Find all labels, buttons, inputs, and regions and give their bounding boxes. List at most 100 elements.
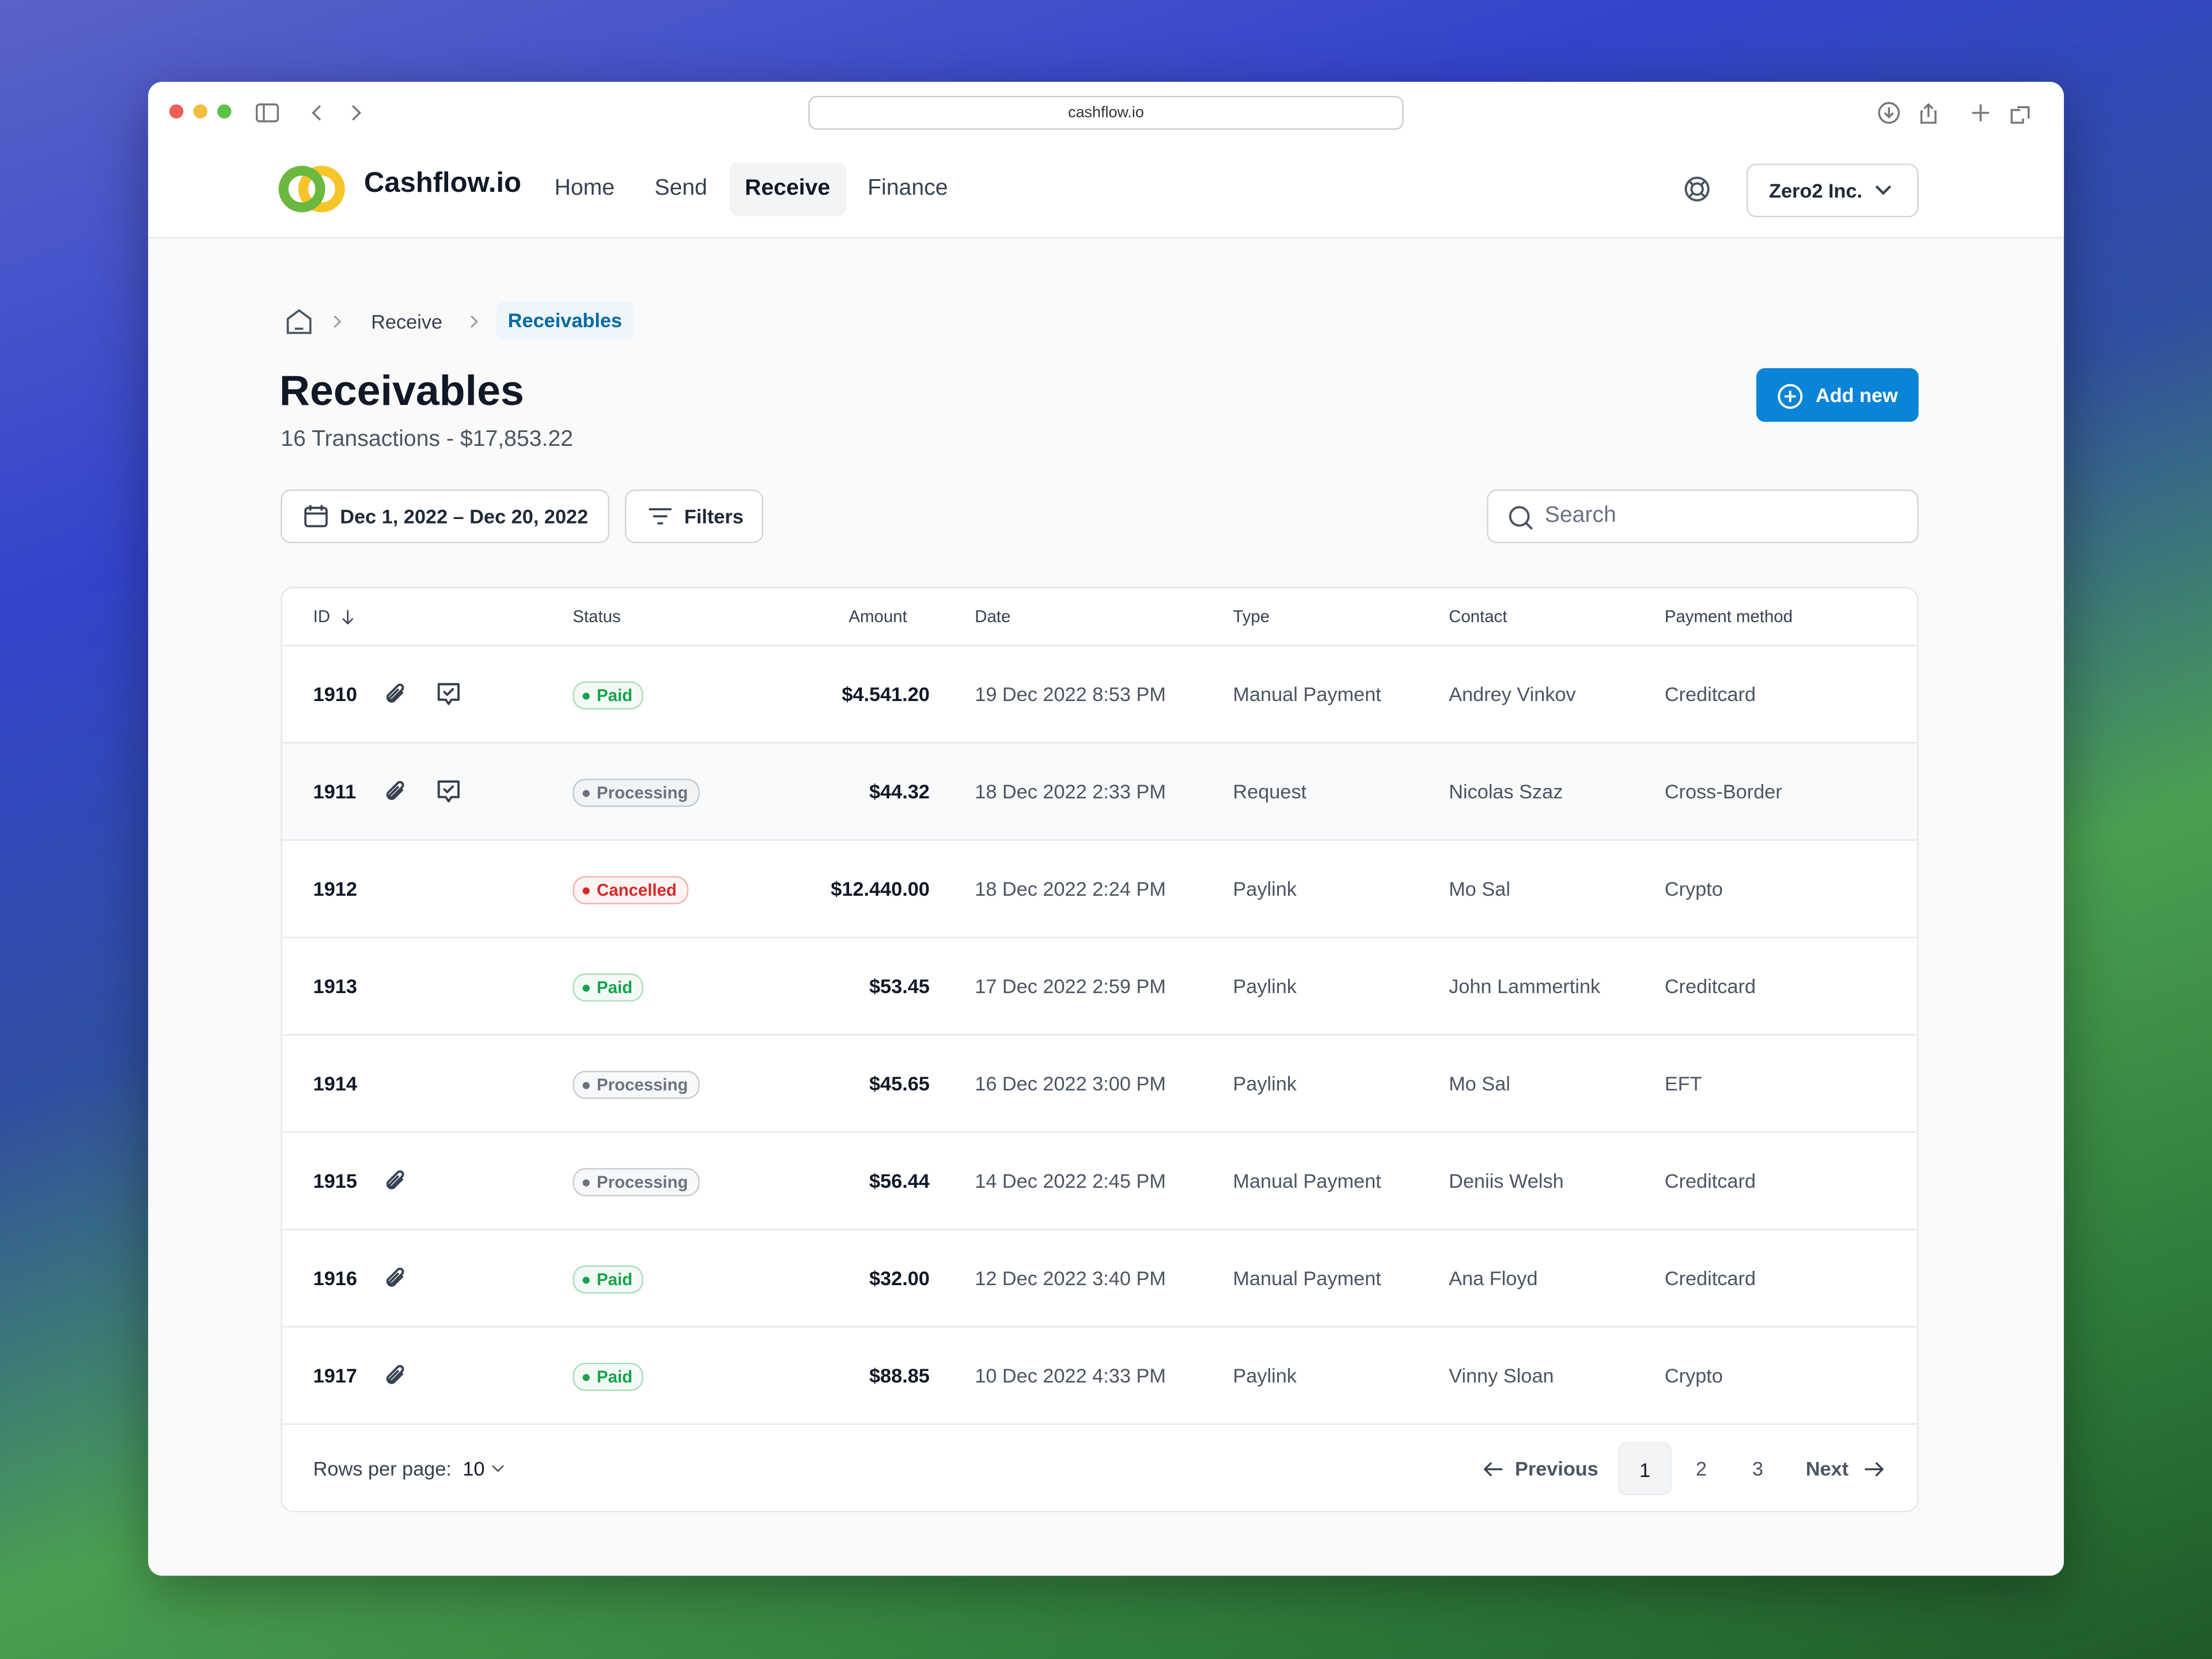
row-id: 1913 — [313, 975, 357, 998]
nav-link[interactable]: Finance — [868, 176, 948, 200]
previous-button[interactable]: Previous — [1514, 1457, 1599, 1480]
brand[interactable]: Cashflow.io — [363, 168, 521, 199]
page-subtitle: 16 Transactions - $17,853.22 — [281, 427, 573, 452]
org-switcher[interactable]: Zero2 Inc. — [1746, 164, 1919, 218]
status-label: Paid — [596, 1270, 632, 1290]
row-type: Manual Payment — [1233, 683, 1381, 706]
row-type: Paylink — [1233, 975, 1297, 998]
date-range-picker[interactable]: Dec 1, 2022 – Dec 20, 2022 — [281, 489, 609, 543]
url-bar[interactable]: cashflow.io — [808, 96, 1404, 130]
row-method: Creditcard — [1664, 683, 1756, 706]
comment-icon[interactable] — [434, 777, 463, 809]
toolbar-actions[interactable] — [1875, 100, 2044, 126]
table-row[interactable]: 1910 Paid $4.541.20 19 Dec 2022 8:53 PM Manu… — [282, 645, 1918, 742]
column-header: Contact — [1449, 607, 1508, 627]
status-label: Processing — [596, 783, 688, 803]
row-contact: Ana Floyd — [1449, 1267, 1538, 1290]
row-id: 1917 — [313, 1364, 357, 1387]
attachment-icon[interactable] — [381, 1361, 409, 1393]
table-row[interactable]: 1916 Paid $32.00 12 Dec 2022 3:40 PM Manual … — [282, 1229, 1918, 1326]
row-amount: $45.65 — [869, 1072, 930, 1095]
transactions-table: ID Status Amount Date Type Contact Payment met… — [281, 586, 1919, 1513]
table-row[interactable]: 1915 Processing $56.44 14 Dec 2022 2:45 PM M… — [282, 1131, 1918, 1229]
arrow-right[interactable] — [1862, 1457, 1887, 1487]
row-date: 17 Dec 2022 2:59 PM — [975, 975, 1166, 998]
row-id: 1912 — [313, 877, 357, 900]
nav-link[interactable]: Send — [654, 176, 707, 200]
comment-icon[interactable] — [434, 680, 463, 712]
attachment-icon[interactable] — [381, 1264, 409, 1296]
row-date: 18 Dec 2022 2:33 PM — [975, 780, 1166, 803]
button-label: Filters — [684, 505, 744, 528]
row-date: 18 Dec 2022 2:24 PM — [975, 877, 1166, 900]
nav-link[interactable]: Home — [554, 176, 615, 200]
attachment-icon[interactable] — [381, 777, 409, 809]
status-label: Cancelled — [596, 880, 677, 900]
table-row[interactable]: 1914 Processing $45.65 16 Dec 2022 3:00 PM P… — [282, 1034, 1918, 1131]
button-label: Add new — [1815, 384, 1898, 407]
row-contact: Deniis Welsh — [1449, 1169, 1564, 1192]
status-badge: Processing — [573, 1070, 699, 1099]
row-contact: Nicolas Szaz — [1449, 780, 1563, 803]
table-row[interactable]: 1917 Paid $88.85 10 Dec 2022 4:33 PM Paylink… — [282, 1326, 1918, 1423]
column-header: Payment method — [1664, 607, 1793, 627]
table-row[interactable]: 1911 Processing $44.32 18 Dec 2022 2:33 PM R… — [282, 742, 1918, 840]
status-badge: Paid — [573, 681, 644, 710]
page-button[interactable]: 2 — [1695, 1457, 1707, 1480]
row-contact: Mo Sal — [1449, 1072, 1510, 1095]
page-button[interactable]: 3 — [1752, 1457, 1763, 1480]
url: cashflow.io — [1068, 104, 1144, 122]
row-amount: $44.32 — [869, 780, 930, 803]
chevron-icon[interactable] — [490, 1460, 506, 1482]
row-method: Crypto — [1664, 877, 1723, 900]
add-new-button[interactable]: Add new — [1756, 368, 1919, 422]
top-nav: Cashflow.io Zero2 Inc. Home Send Receive Fi… — [148, 141, 2064, 238]
column-header: Date — [975, 607, 1011, 627]
row-id: 1916 — [313, 1267, 357, 1290]
home-icon[interactable] — [285, 308, 313, 336]
status-label: Paid — [596, 1367, 632, 1387]
column-header[interactable]: ID — [313, 607, 331, 627]
row-method: Crypto — [1664, 1364, 1723, 1387]
sort-icon[interactable] — [339, 608, 357, 631]
attachment-icon[interactable] — [381, 1166, 409, 1199]
toolbar-icons[interactable] — [255, 101, 368, 124]
row-type: Manual Payment — [1233, 1169, 1381, 1192]
table-row[interactable]: 1912 Cancelled $12.440.00 18 Dec 2022 2:24 … — [282, 839, 1918, 937]
row-type: Paylink — [1233, 877, 1297, 900]
status-label: Paid — [596, 685, 632, 706]
row-date: 19 Dec 2022 8:53 PM — [975, 683, 1166, 706]
filters-button[interactable]: Filters — [624, 489, 763, 543]
nav-link[interactable]: Receive — [729, 162, 846, 216]
row-method: Cross-Border — [1664, 780, 1782, 803]
arrow-left[interactable] — [1481, 1457, 1505, 1487]
breadcrumb-item[interactable]: Receive — [371, 310, 442, 333]
attachment-icon[interactable] — [381, 680, 409, 712]
page-button[interactable]: 1 — [1618, 1441, 1672, 1495]
row-type: Manual Payment — [1233, 1267, 1381, 1290]
row-method: Creditcard — [1664, 1169, 1756, 1192]
status-badge: Paid — [573, 973, 644, 1002]
next-button[interactable]: Next — [1805, 1457, 1849, 1480]
table-header: ID Status Amount Date Type Contact Payment met… — [282, 588, 1917, 646]
status-badge: Cancelled — [573, 876, 688, 904]
row-id: 1914 — [313, 1072, 357, 1095]
row-amount: $4.541.20 — [842, 683, 930, 706]
row-method: Creditcard — [1664, 975, 1756, 998]
row-date: 10 Dec 2022 4:33 PM — [975, 1364, 1166, 1387]
table-row[interactable]: 1913 Paid $53.45 17 Dec 2022 2:59 PM Paylink… — [282, 937, 1918, 1034]
browser-window: cashflow.io Cashflow.io Zero2 Inc. Home S… — [148, 82, 2064, 1576]
table-footer: Rows per page: 10 Previous 1 2 3 Next — [282, 1423, 1918, 1511]
rows-per-page-select[interactable]: 10 — [463, 1457, 484, 1480]
date-range: Dec 1, 2022 – Dec 20, 2022 — [340, 505, 589, 528]
status-badge: Paid — [573, 1362, 644, 1391]
row-contact: John Lammertink — [1449, 975, 1601, 998]
status-label: Processing — [596, 1172, 688, 1192]
window-controls[interactable] — [168, 103, 238, 120]
status-dot — [582, 984, 590, 992]
help-icon[interactable] — [1683, 175, 1711, 203]
column-header: Type — [1233, 607, 1270, 627]
status-dot — [582, 692, 590, 700]
search-input[interactable]: Search — [1487, 489, 1919, 543]
